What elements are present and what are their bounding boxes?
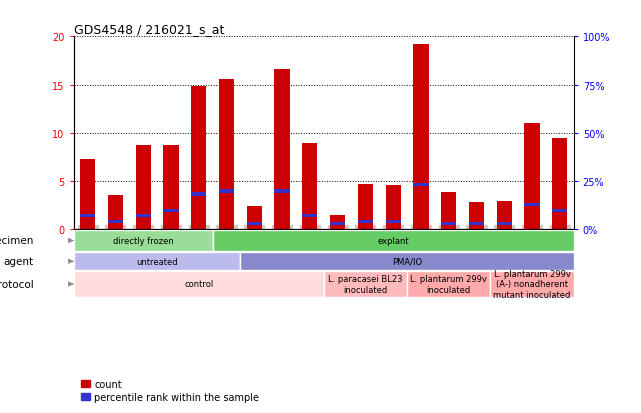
Bar <box>80 159 96 230</box>
Bar <box>74 272 324 297</box>
Bar <box>274 190 290 193</box>
Bar <box>324 272 407 297</box>
Bar <box>247 223 262 225</box>
Bar <box>497 223 512 225</box>
Bar <box>524 203 540 207</box>
Text: agent: agent <box>4 256 34 266</box>
Bar <box>274 70 290 230</box>
Bar <box>358 221 373 223</box>
Bar <box>469 203 484 230</box>
Bar <box>135 146 151 230</box>
Text: L. plantarum 299v
(A-) nonadherent
mutant inoculated: L. plantarum 299v (A-) nonadherent mutan… <box>494 269 570 299</box>
Bar <box>74 252 240 271</box>
Bar <box>441 192 456 230</box>
Bar <box>524 124 540 230</box>
Bar <box>219 190 234 193</box>
Bar <box>108 221 123 223</box>
Text: L. paracasei BL23
inoculated: L. paracasei BL23 inoculated <box>328 275 403 294</box>
Text: L. plantarum 299v
inoculated: L. plantarum 299v inoculated <box>410 275 487 294</box>
Bar <box>135 214 151 217</box>
Bar <box>385 185 401 230</box>
Text: GDS4548 / 216021_s_at: GDS4548 / 216021_s_at <box>74 23 224 36</box>
Bar <box>413 45 429 230</box>
Bar <box>490 272 574 297</box>
Bar <box>302 143 317 230</box>
Text: directly frozen: directly frozen <box>113 236 174 245</box>
Bar <box>247 207 262 230</box>
Bar <box>108 195 123 230</box>
Bar <box>330 216 345 230</box>
Text: explant: explant <box>378 236 409 245</box>
Text: untreated: untreated <box>137 257 178 266</box>
Bar <box>497 202 512 230</box>
Bar <box>385 221 401 223</box>
Bar <box>80 214 96 217</box>
Bar <box>441 223 456 225</box>
Text: protocol: protocol <box>0 279 34 289</box>
Bar <box>552 209 567 213</box>
Bar <box>219 80 234 230</box>
Bar <box>469 223 484 225</box>
Bar <box>330 223 345 225</box>
Bar <box>213 230 574 252</box>
Legend: count, percentile rank within the sample: count, percentile rank within the sample <box>79 377 261 404</box>
Bar <box>191 193 206 196</box>
Bar <box>240 252 574 271</box>
Bar <box>358 185 373 230</box>
Bar <box>302 214 317 217</box>
Bar <box>191 87 206 230</box>
Text: PMA/IO: PMA/IO <box>392 257 422 266</box>
Bar <box>413 183 429 187</box>
Text: control: control <box>184 280 213 289</box>
Text: specimen: specimen <box>0 236 34 246</box>
Bar <box>552 138 567 230</box>
Bar <box>163 209 179 213</box>
Bar <box>74 230 213 252</box>
Bar <box>407 272 490 297</box>
Bar <box>163 146 179 230</box>
